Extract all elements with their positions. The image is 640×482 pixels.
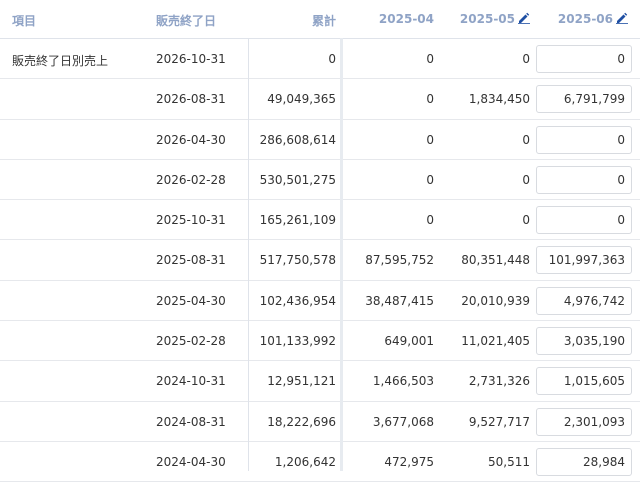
frozen-column-divider [340, 38, 343, 471]
cell-end-date: 2026-10-31 [156, 52, 226, 66]
grid-header: 項目 販売終了日 累計 2025-04 2025-05 2025-06 [0, 0, 640, 39]
cell-2025-05: 1,834,450 [468, 92, 530, 107]
cell-end-date: 2026-04-30 [156, 132, 226, 147]
cell-total: 1,206,642 [274, 454, 336, 469]
cell-total: 530,501,275 [259, 172, 336, 187]
cell-2025-06-input[interactable]: 3,035,190 [536, 327, 632, 356]
cell-end-date: 2026-02-28 [156, 172, 226, 187]
cell-2025-04: 472,975 [384, 454, 434, 469]
cell-2025-06-value: 28,984 [583, 454, 625, 469]
col-header-total[interactable]: 累計 [311, 14, 336, 28]
cell-2025-06-value: 0 [617, 52, 625, 66]
cell-2025-06-value: 6,791,799 [563, 92, 625, 107]
cell-total: 0 [328, 52, 336, 66]
cell-2025-06-value: 101,997,363 [548, 253, 625, 268]
table-row: 2024-04-30 1,206,642 472,975 50,511 28,9… [0, 442, 640, 482]
cell-2025-06-value: 1,015,605 [563, 374, 625, 389]
cell-end-date: 2026-08-31 [156, 92, 226, 107]
cell-2025-04: 0 [426, 213, 434, 228]
cell-total: 165,261,109 [259, 213, 336, 228]
table-row: 2024-10-31 12,951,121 1,466,503 2,731,32… [0, 361, 640, 402]
cell-2025-06-input[interactable]: 28,984 [536, 447, 632, 476]
cell-end-date: 2025-02-28 [156, 334, 226, 349]
table-row: 販売終了日別売上 2026-10-31 0 0 0 0 [0, 39, 640, 80]
cell-total: 101,133,992 [259, 334, 336, 349]
cell-2025-06-input[interactable]: 0 [536, 45, 632, 73]
table-row: 2025-10-31 165,261,109 0 0 0 [0, 200, 640, 241]
cell-2025-06-value: 0 [617, 172, 625, 187]
cell-2025-06-input[interactable]: 101,997,363 [536, 246, 632, 275]
cell-2025-04: 0 [426, 172, 434, 187]
cell-2025-05: 80,351,448 [461, 253, 530, 268]
cell-total: 49,049,365 [267, 92, 336, 107]
cell-2025-04: 87,595,752 [365, 253, 434, 268]
cell-2025-05: 50,511 [488, 454, 530, 469]
col-header-2025-06-label: 2025-06 [557, 12, 613, 26]
cell-2025-05: 2,731,326 [468, 374, 530, 389]
cell-2025-06-value: 0 [617, 213, 625, 228]
cell-2025-04: 0 [426, 132, 434, 147]
cell-2025-04: 3,677,068 [372, 414, 434, 429]
cell-total: 102,436,954 [259, 293, 336, 308]
cell-total: 18,222,696 [267, 414, 336, 429]
cell-2025-06-value: 2,301,093 [563, 414, 625, 429]
pencil-icon[interactable] [518, 12, 530, 24]
cell-2025-06-input[interactable]: 4,976,742 [536, 286, 632, 315]
table-row: 2026-04-30 286,608,614 0 0 0 [0, 120, 640, 160]
cell-item: 販売終了日別売上 [12, 54, 109, 68]
cell-2025-05: 0 [522, 52, 530, 66]
cell-2025-05: 0 [522, 132, 530, 147]
cell-2025-06-input[interactable]: 6,791,799 [536, 85, 632, 114]
column-divider [248, 38, 249, 471]
cell-2025-06-input[interactable]: 0 [536, 125, 632, 154]
cell-2025-04: 0 [426, 92, 434, 107]
col-header-2025-05-label: 2025-05 [459, 12, 515, 26]
table-row: 2025-08-31 517,750,578 87,595,752 80,351… [0, 240, 640, 281]
cell-total: 286,608,614 [259, 132, 336, 147]
cell-end-date: 2024-04-30 [156, 454, 226, 469]
cell-2025-05: 0 [522, 172, 530, 187]
table-row: 2025-02-28 101,133,992 649,001 11,021,40… [0, 321, 640, 362]
cell-2025-06-input[interactable]: 2,301,093 [536, 407, 632, 436]
cell-2025-06-value: 3,035,190 [563, 334, 625, 349]
col-header-2025-05[interactable]: 2025-05 [460, 12, 530, 26]
cell-end-date: 2025-10-31 [156, 213, 226, 228]
table-row: 2025-04-30 102,436,954 38,487,415 20,010… [0, 281, 640, 322]
table-row: 2026-08-31 49,049,365 0 1,834,450 6,791,… [0, 79, 640, 120]
pencil-icon[interactable] [616, 12, 628, 24]
cell-total: 517,750,578 [259, 253, 336, 268]
cell-2025-06-input[interactable]: 0 [536, 206, 632, 235]
col-header-2025-06[interactable]: 2025-06 [558, 12, 628, 26]
cell-2025-04: 649,001 [384, 334, 434, 349]
cell-2025-04: 0 [426, 52, 434, 66]
cell-2025-06-value: 4,976,742 [563, 293, 625, 308]
cell-2025-06-input[interactable]: 0 [536, 165, 632, 194]
cell-2025-04: 38,487,415 [365, 293, 434, 308]
cell-end-date: 2024-08-31 [156, 414, 226, 429]
col-header-item[interactable]: 項目 [12, 14, 37, 28]
table-row: 2026-02-28 530,501,275 0 0 0 [0, 160, 640, 201]
cell-end-date: 2025-08-31 [156, 253, 226, 268]
cell-2025-05: 0 [522, 213, 530, 228]
cell-2025-05: 11,021,405 [461, 334, 530, 349]
cell-total: 12,951,121 [267, 374, 336, 389]
cell-2025-05: 9,527,717 [468, 414, 530, 429]
cell-2025-06-input[interactable]: 1,015,605 [536, 367, 632, 396]
cell-2025-05: 20,010,939 [461, 293, 530, 308]
col-header-end-date[interactable]: 販売終了日 [156, 14, 217, 28]
table-row: 2024-08-31 18,222,696 3,677,068 9,527,71… [0, 402, 640, 442]
cell-2025-04: 1,466,503 [372, 374, 434, 389]
cell-end-date: 2025-04-30 [156, 293, 226, 308]
col-header-2025-04[interactable]: 2025-04 [378, 12, 434, 26]
grid-body: 販売終了日別売上 2026-10-31 0 0 0 0 2026-08-31 4… [0, 39, 640, 482]
cell-end-date: 2024-10-31 [156, 374, 226, 389]
cell-2025-06-value: 0 [617, 132, 625, 147]
